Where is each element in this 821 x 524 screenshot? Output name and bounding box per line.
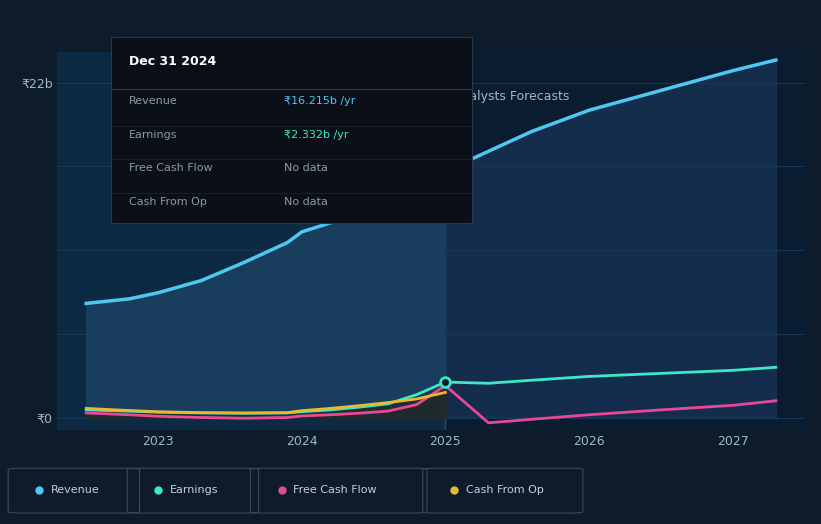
Text: Analysts Forecasts: Analysts Forecasts (452, 91, 569, 103)
Text: ₹2.332b /yr: ₹2.332b /yr (284, 130, 349, 140)
Text: Dec 31 2024: Dec 31 2024 (129, 56, 216, 68)
Text: ₹16.215b /yr: ₹16.215b /yr (284, 96, 355, 106)
Text: No data: No data (284, 196, 328, 206)
Text: Cash From Op: Cash From Op (129, 196, 207, 206)
Text: Free Cash Flow: Free Cash Flow (293, 485, 377, 495)
Text: No data: No data (284, 163, 328, 173)
Text: Past: Past (408, 91, 438, 103)
Text: Free Cash Flow: Free Cash Flow (129, 163, 213, 173)
Text: Earnings: Earnings (129, 130, 177, 140)
Text: Revenue: Revenue (129, 96, 177, 106)
Text: Cash From Op: Cash From Op (466, 485, 544, 495)
Text: Revenue: Revenue (51, 485, 99, 495)
Text: Earnings: Earnings (170, 485, 218, 495)
Bar (57, 52, 445, 430)
Bar (445, 52, 805, 430)
